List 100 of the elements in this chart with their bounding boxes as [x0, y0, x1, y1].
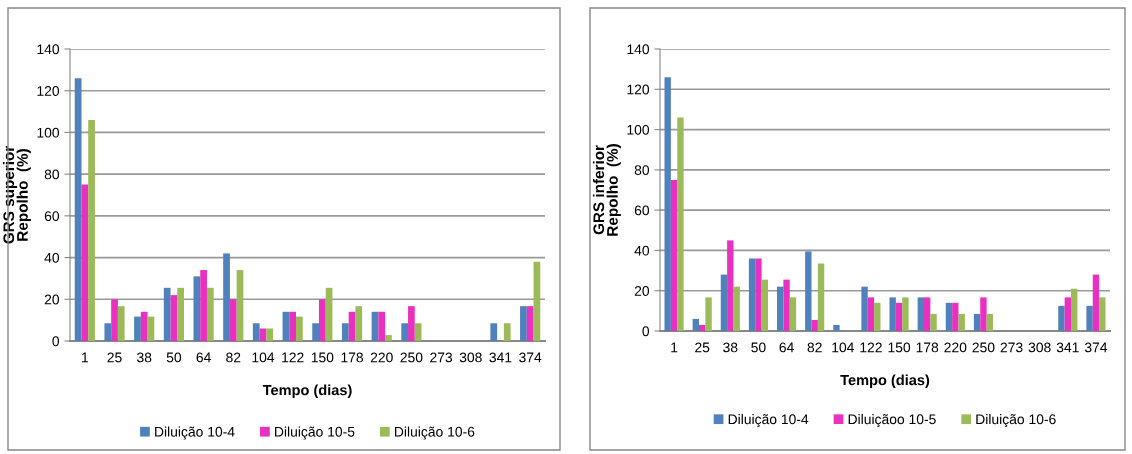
- x-tick-label: 82: [226, 352, 241, 363]
- x-tick-label: 64: [196, 352, 211, 363]
- x-tick-label: 25: [695, 342, 710, 353]
- legend-label: Diluiçãoo 10-5: [848, 414, 936, 428]
- bar: [289, 311, 297, 341]
- bar: [952, 302, 959, 331]
- y-tick-label: 100: [37, 127, 60, 138]
- bar: [134, 316, 141, 341]
- x-tick-label: 50: [166, 352, 182, 363]
- x-tick-label: 341: [489, 352, 512, 363]
- legend-label: Diluição 10-4: [155, 426, 235, 440]
- bar: [783, 279, 790, 331]
- bar: [296, 316, 303, 341]
- bar: [378, 311, 386, 341]
- bar: [1064, 297, 1071, 331]
- bar: [917, 297, 924, 331]
- bar: [817, 263, 825, 331]
- y-tick-label: 140: [37, 44, 60, 55]
- bar: [414, 323, 422, 341]
- x-tick-label: 122: [860, 342, 882, 353]
- bar: [200, 270, 207, 341]
- x-tick-label: 374: [1084, 342, 1108, 353]
- bar: [526, 306, 534, 341]
- bar: [266, 328, 274, 341]
- y-tick-label: 0: [642, 326, 650, 337]
- x-tick-label: 64: [779, 342, 794, 353]
- bar: [140, 311, 148, 341]
- bar: [117, 306, 125, 341]
- y-tick-label: 120: [627, 84, 650, 95]
- bar: [503, 323, 511, 341]
- x-tick-label: 1: [82, 352, 89, 363]
- bar: [692, 318, 699, 331]
- bar: [206, 287, 214, 341]
- x-tick-label: 341: [1056, 342, 1079, 353]
- x-tick-label: 150: [888, 342, 911, 353]
- bar: [252, 323, 260, 341]
- bar: [104, 323, 112, 341]
- bar: [805, 251, 812, 331]
- y-tick-label: 20: [44, 294, 60, 305]
- x-tick-label: 374: [519, 352, 542, 363]
- bar: [1086, 305, 1093, 331]
- bar: [973, 313, 981, 331]
- legend-label: Diluição 10-6: [395, 426, 475, 440]
- bar: [177, 287, 184, 341]
- x-axis-title: Tempo (dias): [840, 374, 930, 389]
- y-tick-label: 100: [627, 124, 650, 135]
- bar: [958, 313, 965, 331]
- x-tick-label: 308: [1028, 342, 1051, 353]
- bar: [81, 184, 89, 341]
- x-tick-label: 178: [341, 352, 364, 363]
- x-tick-label: 50: [751, 342, 766, 353]
- bar: [312, 323, 319, 341]
- bar: [385, 335, 392, 341]
- bar: [1099, 297, 1106, 331]
- bar: [1071, 288, 1078, 331]
- bar: [777, 286, 784, 331]
- bar: [727, 240, 734, 331]
- bar: [408, 306, 415, 341]
- bar: [889, 297, 896, 331]
- bar: [223, 253, 230, 341]
- bar: [670, 179, 678, 331]
- bar: [761, 279, 768, 331]
- bar: [111, 299, 118, 341]
- y-tick-label: 140: [627, 44, 650, 55]
- y-tick-label: 40: [634, 245, 650, 256]
- bar: [811, 319, 818, 331]
- x-tick-label: 250: [972, 342, 995, 353]
- x-tick-label: 122: [282, 352, 304, 363]
- y-axis-title: GRS inferior Repolho (%): [592, 144, 621, 236]
- bar: [789, 297, 797, 331]
- bar: [699, 324, 706, 331]
- bar: [867, 297, 875, 331]
- x-tick-label: 38: [137, 352, 152, 363]
- x-tick-label: 150: [311, 352, 334, 363]
- x-tick-label: 178: [916, 342, 939, 353]
- bar: [163, 287, 171, 341]
- bar: [874, 302, 881, 331]
- legend-label: Diluição 10-5: [275, 426, 355, 440]
- bar: [229, 299, 237, 341]
- y-tick-label: 80: [634, 165, 650, 176]
- bar: [861, 286, 868, 331]
- bar: [755, 258, 762, 331]
- bar: [355, 306, 363, 341]
- bar: [490, 323, 498, 341]
- legend-label: Diluição 10-6: [976, 414, 1056, 428]
- y-tick-label: 60: [634, 205, 650, 216]
- x-tick-label: 273: [1000, 342, 1023, 353]
- x-tick-label: 220: [370, 352, 393, 363]
- bar: [259, 328, 267, 341]
- bar: [930, 313, 937, 331]
- y-tick-label: 40: [44, 252, 60, 263]
- bar: [833, 324, 840, 331]
- bar: [193, 276, 201, 341]
- x-tick-label: 104: [832, 342, 854, 353]
- x-tick-label: 104: [252, 352, 275, 363]
- bar: [748, 258, 756, 331]
- x-tick-label: 25: [107, 352, 122, 363]
- x-tick-label: 273: [430, 352, 453, 363]
- bar: [341, 323, 349, 341]
- x-tick-label: 220: [944, 342, 967, 353]
